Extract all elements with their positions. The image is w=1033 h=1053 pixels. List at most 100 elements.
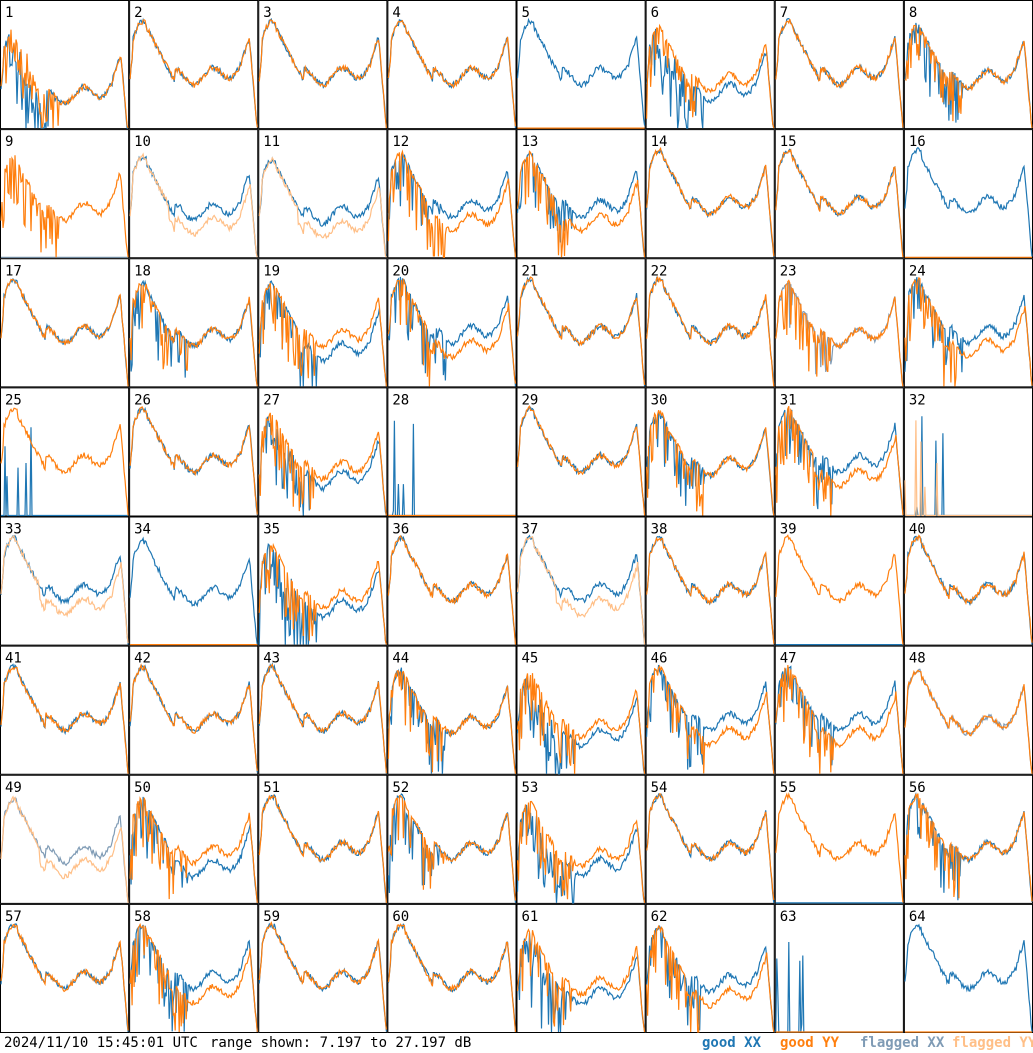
series-xx — [129, 155, 258, 258]
series-xx — [258, 156, 387, 258]
series-xx — [129, 406, 258, 515]
panel-frame — [258, 516, 388, 646]
panel-label: 23 — [780, 263, 797, 279]
legend-good-xx: good XX — [702, 1035, 762, 1051]
series-xx — [646, 148, 775, 258]
series-xx — [904, 146, 1033, 257]
series-xx — [129, 17, 258, 127]
series-yy — [516, 149, 646, 258]
series-yy — [0, 278, 129, 387]
series-xx — [904, 535, 1033, 645]
panel-label: 18 — [134, 263, 151, 279]
panel-25: 25 — [0, 387, 130, 517]
panel-37: 37 — [516, 516, 646, 646]
series-xx — [387, 153, 517, 258]
series-yy — [646, 536, 775, 644]
panel-frame — [387, 516, 517, 646]
series-yy — [0, 795, 129, 903]
panel-frame — [645, 516, 775, 646]
series-xx — [258, 922, 387, 1032]
series-yy — [258, 283, 387, 387]
panel-27: 27 — [258, 387, 388, 517]
panel-4: 4 — [387, 0, 517, 130]
series-xx — [129, 796, 258, 903]
panel-5: 5 — [516, 0, 646, 130]
panel-frame — [516, 903, 646, 1033]
panel-48: 48 — [903, 645, 1033, 775]
series-xx — [775, 148, 904, 255]
series-yy — [646, 664, 775, 774]
panel-12: 12 — [387, 129, 517, 259]
series-yy — [387, 923, 517, 1033]
panel-frame — [516, 129, 646, 259]
panel-50: 50 — [129, 774, 259, 904]
panel-frame — [258, 129, 388, 259]
panel-label: 29 — [522, 392, 539, 408]
panel-frame — [645, 903, 775, 1033]
series-yy — [0, 666, 129, 774]
series-xx — [904, 923, 1033, 1033]
panel-label: 51 — [263, 780, 280, 796]
panel-label: 55 — [780, 780, 797, 796]
series-yy — [258, 794, 387, 903]
panel-label: 63 — [780, 909, 797, 925]
panel-6: 6 — [645, 0, 775, 130]
series-xx — [516, 406, 646, 515]
panel-label: 50 — [134, 780, 151, 796]
panel-61: 61 — [516, 903, 646, 1033]
panel-10: 10 — [129, 129, 259, 259]
panel-label: 61 — [522, 909, 539, 925]
panel-frame — [258, 645, 388, 775]
series-xx — [775, 17, 904, 129]
panel-45: 45 — [516, 645, 646, 775]
series-xx — [1, 427, 129, 517]
panel-label: 14 — [651, 134, 668, 150]
panel-label: 64 — [909, 909, 926, 925]
panel-frame — [774, 0, 904, 130]
panel-30: 30 — [645, 387, 775, 517]
panel-frame — [387, 0, 517, 130]
series-yy — [258, 663, 387, 774]
series-yy — [646, 275, 775, 387]
panel-frame — [774, 387, 904, 517]
panel-22: 22 — [645, 258, 775, 388]
panel-frame — [258, 774, 388, 904]
series-yy — [775, 18, 904, 128]
panel-frame — [516, 645, 646, 775]
panel-label: 12 — [392, 134, 409, 150]
series-yy — [646, 924, 775, 1033]
series-xx — [129, 536, 258, 645]
series-yy — [516, 928, 646, 1033]
series-yy — [775, 405, 904, 516]
panel-label: 2 — [134, 5, 142, 21]
series-xx — [904, 792, 1033, 903]
series-yy — [0, 923, 129, 1031]
panel-frame — [0, 129, 130, 259]
series-yy — [129, 405, 258, 515]
series-yy — [775, 148, 904, 258]
panel-frame — [774, 645, 904, 775]
panel-8: 8 — [903, 0, 1033, 130]
panel-label: 36 — [392, 522, 409, 538]
series-yy — [904, 276, 1033, 387]
series-yy — [258, 19, 387, 129]
panel-7: 7 — [774, 0, 904, 130]
panel-label: 44 — [392, 651, 409, 667]
series-yy — [0, 534, 129, 644]
series-xx — [258, 793, 387, 903]
series-xx — [646, 924, 775, 1033]
series-yy — [516, 536, 646, 645]
panel-frame — [387, 774, 517, 904]
series-xx — [0, 663, 129, 774]
series-xx — [0, 797, 129, 903]
panel-21: 21 — [516, 258, 646, 388]
panel-label: 58 — [134, 909, 151, 925]
panel-frame — [645, 645, 775, 775]
series-yy — [387, 670, 517, 774]
panel-label: 1 — [5, 5, 13, 21]
panel-label: 11 — [263, 134, 280, 150]
panel-label: 45 — [522, 651, 539, 667]
series-xx — [904, 668, 1033, 774]
panel-label: 17 — [5, 263, 22, 279]
panel-frame — [129, 129, 259, 259]
